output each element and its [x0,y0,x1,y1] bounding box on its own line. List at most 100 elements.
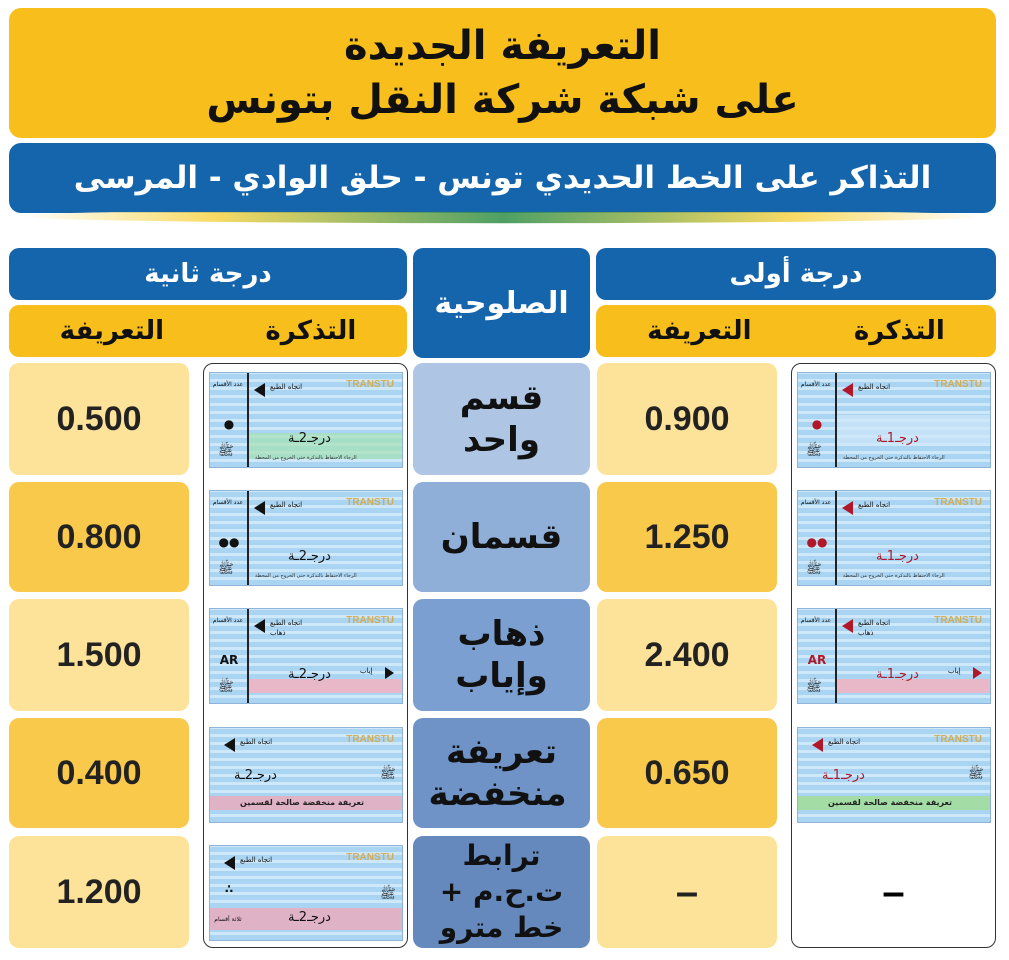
second-class-subheader: التذكرة التعريفة [9,305,407,357]
subtitle-text: التذاكر على الخط الحديدي تونس - حلق الوا… [73,160,932,196]
second-class-header: درجة ثانية [9,248,407,300]
first-ticket-row-3: عدد الأقسام اتجاه الطبع ذهاب TRANSTU AR … [797,608,991,704]
return-arrow-icon [385,667,394,679]
stamp-logo-icon: ﷺ [806,562,822,577]
first-price-value: 1.250 [644,517,730,556]
validity-text: ذهاب وإياب [455,614,548,696]
stamp-logo-icon: ﷺ [218,680,234,695]
ticket-strip [798,796,990,810]
second-ticket-row-1: عدد الأقسام اتجاه الطبع TRANSTU ● ﷺ درجـ… [209,372,403,468]
ticket-direction-label: اتجاه الطبع [240,856,273,864]
second-price-value: 0.400 [56,753,142,792]
ticket-divider [247,491,249,585]
first-class-label: درجة أولى [729,259,863,289]
second-price-row-5: 1.200 [9,836,189,948]
ticket-class-label: درجـ1ـة [822,768,865,783]
ticket-divider [247,609,249,703]
ticket-class-label: درجـ1ـة [876,549,919,564]
ticket-brand: TRANSTU [934,497,982,508]
ticket-reduced-label: تعريفة منخفضة صالحة لقسمين [828,798,953,807]
ticket-direction-label: اتجاه الطبع [858,383,891,391]
ticket-brand: TRANSTU [934,379,982,390]
ticket-brand: TRANSTU [934,734,982,745]
second-price-row-2: 0.800 [9,482,189,592]
ticket-note: الرجاء الاحتفاظ بالتذكرة حتى الخروج من ا… [255,573,357,579]
direction-arrow-icon [254,619,265,633]
ticket-strip [210,908,402,930]
second-ticket-row-5: اتجاه الطبع TRANSTU ∴ درجـ2ـة ﷺ ثلاثة أق… [209,845,403,941]
second-price-value: 1.500 [56,635,142,674]
validity-row-3: ذهاب وإياب [413,599,590,711]
first-ticket-row-4: اتجاه الطبع TRANSTU درجـ1ـة ﷺ تعريفة منخ… [797,727,991,823]
ticket-note: الرجاء الاحتفاظ بالتذكرة حتى الخروج من ا… [843,455,945,461]
decorative-swoosh [20,212,985,224]
ticket-section-mark: AR [219,653,239,667]
validity-text: ترابط ت.ح.م + خط مترو [439,839,564,944]
ticket-direction-label: اتجاه الطبع [858,501,891,509]
first-price-row-4: 0.650 [597,718,777,828]
ticket-sections-label: عدد الأقسام [800,381,832,388]
ticket-section-mark: AR [807,653,827,667]
ticket-class-label: درجـ2ـة [288,910,331,925]
title-line-1: التعريفة الجديدة [344,23,661,69]
direction-arrow-icon [842,619,853,633]
ticket-section-mark: ●● [218,535,240,549]
second-ticket-row-3: عدد الأقسام اتجاه الطبع ذهاب TRANSTU AR … [209,608,403,704]
ticket-class-label: درجـ2ـة [288,667,331,682]
ticket-go-label: ذهاب [858,629,874,637]
ticket-sections-label: عدد الأقسام [212,499,244,506]
ticket-divider [835,373,837,467]
validity-text: تعريفة منخفضة [428,732,567,814]
stamp-logo-icon: ﷺ [380,767,396,782]
ticket-return-label: إياب [948,667,961,675]
ticket-band [248,433,402,459]
stamp-logo-icon: ﷺ [218,562,234,577]
direction-arrow-icon [812,738,823,752]
ticket-brand: TRANSTU [346,379,394,390]
second-price-row-3: 1.500 [9,599,189,711]
ticket-section-mark: ● [811,417,823,431]
second-price-value: 1.200 [56,872,142,911]
title-line-2: على شبكة شركة النقل بتونس [206,77,799,123]
ticket-brand: TRANSTU [346,615,394,626]
first-fare-col-label: التعريفة [647,316,752,346]
direction-arrow-icon [842,501,853,515]
ticket-divider [835,609,837,703]
first-ticket-dash: – [882,869,905,914]
return-arrow-icon [973,667,982,679]
first-price-value: 2.400 [644,635,730,674]
ticket-sections-label: عدد الأقسام [212,381,244,388]
ticket-band [836,679,990,693]
validity-row-1: قسم واحد [413,363,590,475]
stamp-logo-icon: ﷺ [806,680,822,695]
ticket-class-label: درجـ1ـة [876,431,919,446]
first-price-value: – [675,869,699,914]
ticket-direction-label: اتجاه الطبع [270,501,303,509]
ticket-brand: TRANSTU [346,852,394,863]
second-price-value: 0.500 [56,399,142,438]
second-ticket-col-label: التذكرة [265,316,357,346]
stamp-logo-icon: ﷺ [968,767,984,782]
ticket-brand: TRANSTU [346,734,394,745]
validity-text: قسمان [440,517,563,557]
validity-header: الصلوحية [413,248,590,358]
validity-row-2: قسمان [413,482,590,592]
ticket-reduced-label: تعريفة منخفضة صالحة لقسمين [240,798,365,807]
first-class-subheader: التذكرة التعريفة [596,305,996,357]
ticket-note: الرجاء الاحتفاظ بالتذكرة حتى الخروج من ا… [255,455,357,461]
direction-arrow-icon [842,383,853,397]
ticket-direction-label: اتجاه الطبع [828,738,861,746]
ticket-class-label: درجـ2ـة [234,768,277,783]
second-class-label: درجة ثانية [144,259,272,289]
stamp-logo-icon: ﷺ [380,887,396,902]
direction-arrow-icon [224,738,235,752]
ticket-divider [247,373,249,467]
validity-row-4: تعريفة منخفضة [413,718,590,828]
direction-arrow-icon [254,501,265,515]
ticket-direction-label: اتجاه الطبع [240,738,273,746]
validity-label: الصلوحية [434,285,569,321]
ticket-class-label: درجـ2ـة [288,431,331,446]
direction-arrow-icon [224,856,235,870]
validity-row-5: ترابط ت.ح.م + خط مترو [413,836,590,948]
ticket-sections-label: عدد الأقسام [212,617,244,624]
